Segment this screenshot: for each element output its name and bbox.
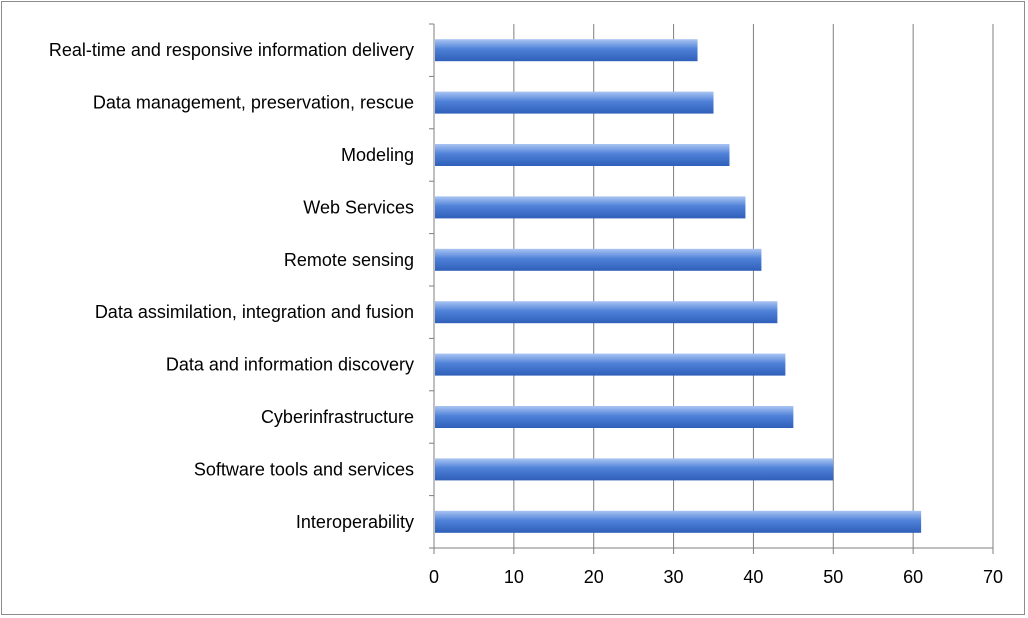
x-tick-label: 40 — [743, 567, 763, 587]
bar — [435, 39, 698, 62]
x-tick-label: 60 — [903, 567, 923, 587]
category-label: Data management, preservation, rescue — [93, 93, 414, 113]
x-tick-label: 20 — [584, 567, 604, 587]
bars — [435, 39, 922, 533]
bar — [435, 248, 762, 271]
x-tick-label: 10 — [504, 567, 524, 587]
bar — [435, 510, 922, 533]
bar — [435, 353, 786, 376]
x-tick-label: 70 — [983, 567, 1003, 587]
bar — [435, 196, 746, 219]
category-label: Modeling — [341, 145, 414, 165]
x-tick-label: 50 — [823, 567, 843, 587]
bar — [435, 406, 794, 428]
category-label: Web Services — [303, 197, 414, 217]
axes — [429, 23, 994, 554]
x-tick-labels: 0 10 20 30 40 50 60 70 — [429, 567, 1003, 587]
category-label: Data assimilation, integration and fusio… — [95, 302, 414, 322]
category-label: Interoperability — [296, 512, 414, 532]
bar — [435, 144, 730, 166]
category-label: Cyberinfrastructure — [261, 407, 414, 427]
x-tick-label: 0 — [429, 567, 439, 587]
category-label: Data and information discovery — [166, 355, 414, 375]
category-labels: Real-time and responsive information del… — [49, 40, 414, 532]
category-label: Software tools and services — [194, 459, 414, 479]
x-tick-label: 30 — [664, 567, 684, 587]
bar — [435, 91, 714, 114]
category-label: Remote sensing — [284, 250, 414, 270]
bar — [435, 301, 778, 324]
category-label: Real-time and responsive information del… — [49, 40, 414, 60]
bar — [435, 458, 834, 481]
